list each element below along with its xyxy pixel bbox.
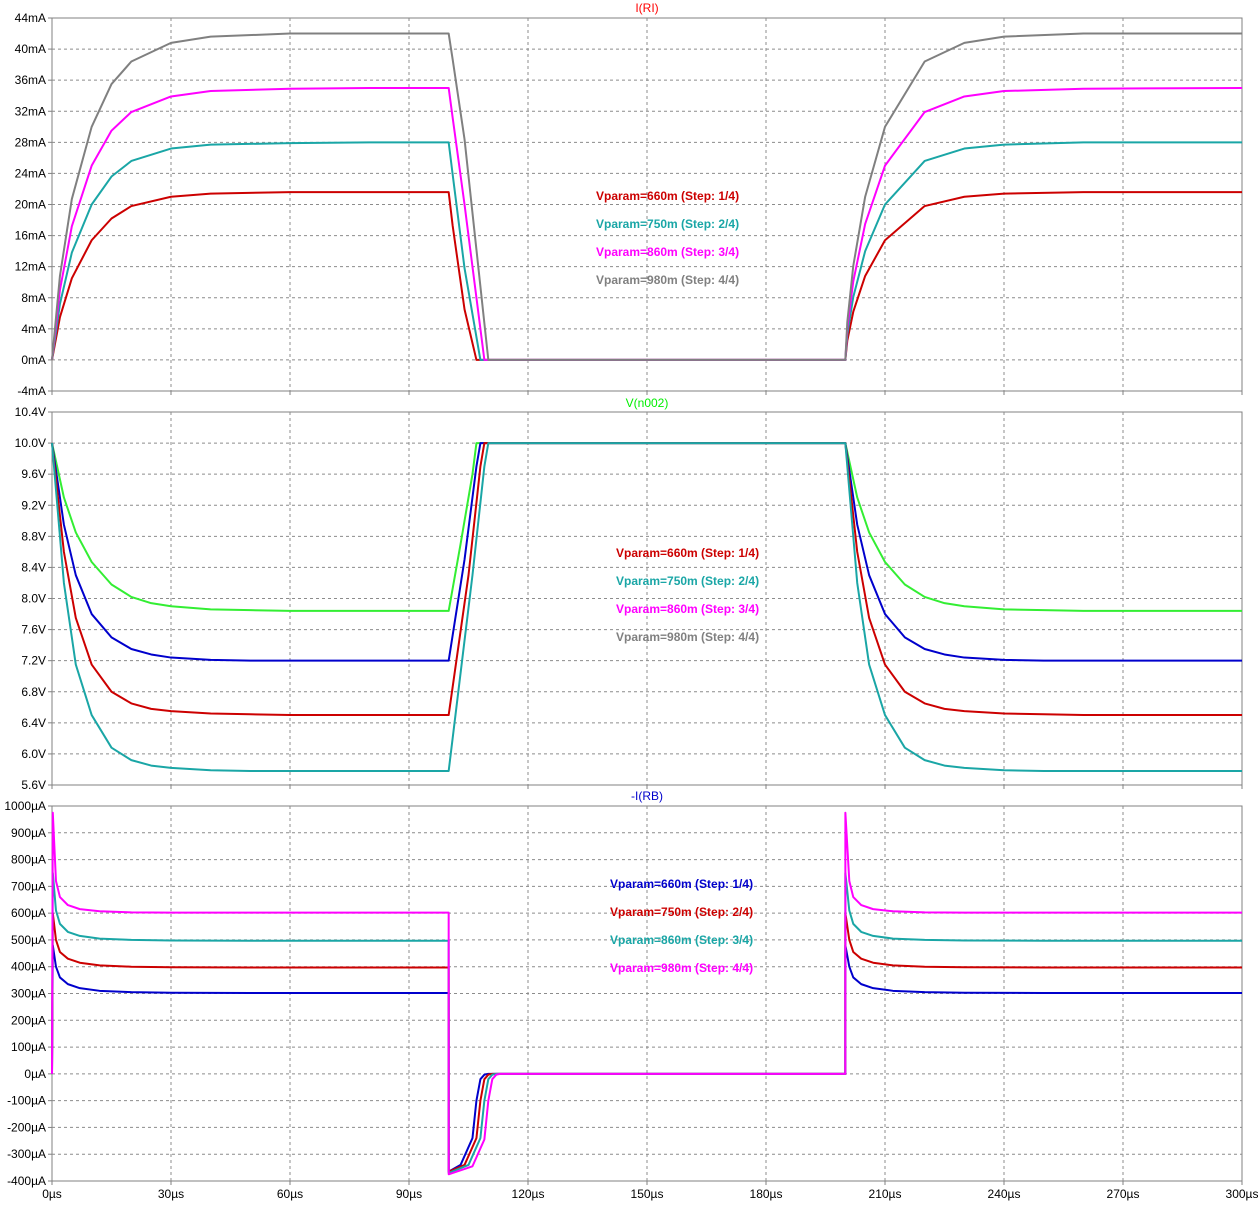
- legend-entry: Vparam=750m (Step: 2/4): [596, 217, 739, 231]
- plot-pane-2: 10.4V 10.0V 9.6V 9.2V 8.8V 8.4V 8.0V 7.6V 7.2V 6.…: [15, 396, 1243, 792]
- x-tick-label: 90µs: [396, 1187, 422, 1201]
- plot-title: V(n002): [626, 396, 669, 410]
- series-line-3: [51, 86, 1243, 361]
- legend-entry: Vparam=660m (Step: 1/4): [610, 877, 753, 891]
- series-line-2: [51, 442, 1242, 662]
- y-tick-label: 12mA: [15, 260, 46, 274]
- series-line-4: [51, 32, 1242, 361]
- y-tick-label: 400µA: [11, 960, 46, 974]
- y-tick-label: -400µA: [7, 1174, 46, 1188]
- y-tick-label: 5.6V: [21, 778, 46, 792]
- y-tick-label: 36mA: [15, 73, 46, 87]
- series-line-4: [51, 811, 1242, 1176]
- x-tick-label: 210µs: [869, 1187, 902, 1201]
- x-tick-label: 270µs: [1107, 1187, 1140, 1201]
- y-tick-label: 44mA: [15, 11, 46, 25]
- series-line-4: [51, 442, 1242, 773]
- y-tick-label: 40mA: [15, 42, 46, 56]
- y-tick-label: 0µA: [24, 1067, 46, 1081]
- legend-entry: Vparam=980m (Step: 4/4): [596, 273, 739, 287]
- y-tick-label: 6.0V: [21, 747, 46, 761]
- y-tick-label: 8.0V: [21, 592, 46, 606]
- series-line-1: [51, 191, 1242, 361]
- legend-entry: Vparam=750m (Step: 2/4): [616, 574, 759, 588]
- plot-title: -I(RB): [631, 789, 663, 803]
- y-tick-label: 9.6V: [21, 467, 46, 481]
- y-tick-label: 7.2V: [21, 654, 46, 668]
- y-tick-label: 100µA: [11, 1040, 46, 1054]
- series-line-2: [51, 141, 1242, 361]
- y-tick-label: -300µA: [7, 1147, 46, 1161]
- y-tick-label: 300µA: [11, 987, 46, 1001]
- legend-entry: Vparam=860m (Step: 3/4): [616, 602, 759, 616]
- y-tick-label: 8mA: [21, 291, 46, 305]
- legend-entry: Vparam=660m (Step: 1/4): [616, 546, 759, 560]
- y-tick-label: 8.8V: [21, 529, 46, 543]
- y-tick-label: 6.4V: [21, 716, 46, 730]
- series-line-1: [51, 944, 1242, 1173]
- series-line-3: [51, 442, 1242, 717]
- series-line-2: [51, 912, 1242, 1173]
- y-tick-label: 600µA: [11, 906, 46, 920]
- y-tick-label: 800µA: [11, 853, 46, 867]
- y-tick-label: -200µA: [7, 1120, 46, 1134]
- y-tick-label: 1000µA: [4, 799, 46, 813]
- legend-entry: Vparam=980m (Step: 4/4): [616, 630, 759, 644]
- y-tick-label: 200µA: [11, 1013, 46, 1027]
- x-tick-label: 30µs: [158, 1187, 184, 1201]
- y-tick-label: 32mA: [15, 104, 46, 118]
- y-tick-label: 10.0V: [15, 436, 46, 450]
- x-tick-label: 150µs: [631, 1187, 664, 1201]
- series-line-1: [51, 442, 1242, 612]
- y-tick-label: 20mA: [15, 198, 46, 212]
- series-line-3: [51, 871, 1242, 1174]
- y-tick-label: 10.4V: [15, 405, 46, 419]
- y-tick-label: 500µA: [11, 933, 46, 947]
- y-tick-label: 700µA: [11, 879, 46, 893]
- y-tick-label: 6.8V: [21, 685, 46, 699]
- x-tick-label: 240µs: [988, 1187, 1021, 1201]
- y-tick-label: 900µA: [11, 826, 46, 840]
- y-tick-label: -4mA: [17, 384, 46, 398]
- y-tick-label: 24mA: [15, 166, 46, 180]
- legend-entry: Vparam=750m (Step: 2/4): [610, 905, 753, 919]
- y-tick-label: 16mA: [15, 229, 46, 243]
- x-tick-label: 180µs: [750, 1187, 783, 1201]
- x-tick-label: 0µs: [42, 1187, 62, 1201]
- plot-pane-1: 44mA 40mA 36mA 32mA 28mA 24mA 20mA 16mA 12mA 8mA 4…: [15, 1, 1243, 398]
- x-tick-label: 120µs: [512, 1187, 545, 1201]
- y-tick-label: -100µA: [7, 1094, 46, 1108]
- y-tick-label: 0mA: [21, 353, 46, 367]
- x-tick-label: 60µs: [277, 1187, 303, 1201]
- legend-entry: Vparam=860m (Step: 3/4): [596, 245, 739, 259]
- y-tick-label: 28mA: [15, 135, 46, 149]
- y-tick-label: 7.6V: [21, 623, 46, 637]
- x-tick-label: 300µs: [1226, 1187, 1258, 1201]
- y-tick-label: 9.2V: [21, 498, 46, 512]
- y-tick-label: 8.4V: [21, 560, 46, 574]
- plot-pane-3: 1000µA 900µA 800µA 700µA 600µA 500µA 400µA 300µ…: [4, 789, 1258, 1201]
- y-tick-label: 4mA: [21, 322, 46, 336]
- plot-title: I(RI): [635, 1, 658, 15]
- legend-entry: Vparam=860m (Step: 3/4): [610, 933, 753, 947]
- legend-entry: Vparam=660m (Step: 1/4): [596, 189, 739, 203]
- legend-entry: Vparam=980m (Step: 4/4): [610, 961, 753, 975]
